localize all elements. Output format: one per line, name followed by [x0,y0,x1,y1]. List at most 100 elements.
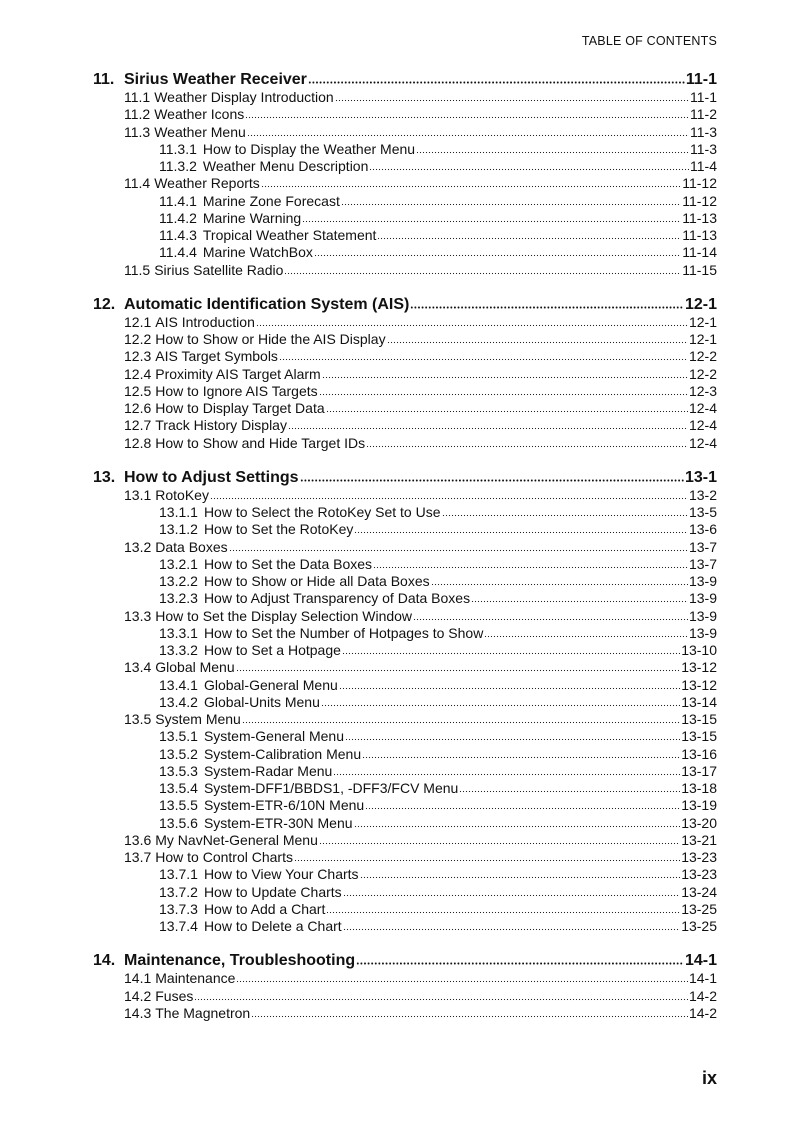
entry-title: System-Calibration Menu [203,745,362,762]
toc-entry[interactable]: 13.3.2 How to Set a Hotpage 13-10 [93,642,717,659]
toc-entry[interactable]: 13.5.5 System-ETR-6/10N Menu 13-19 [93,797,717,814]
dot-leader [209,496,688,500]
toc-entry[interactable]: 11.3.2 Weather Menu Description 11-4 [93,158,717,175]
toc-entry[interactable]: 11.2 Weather Icons 11-2 [93,106,717,123]
toc-entry[interactable]: 12.1 AIS Introduction 12-1 [93,314,717,331]
entry-page: 13-1 [684,468,717,486]
toc-entry[interactable]: 13.5.3 System-Radar Menu 13-17 [93,763,717,780]
toc-entry[interactable]: 13.2.2 How to Show or Hide all Data Boxes… [93,573,717,590]
entry-title: How to Adjust Settings [124,468,299,486]
entry-title: Marine WatchBox [202,244,313,261]
dot-leader [386,341,688,344]
entry-page: 12-4 [688,400,717,416]
toc-entry[interactable]: 14.1 Maintenance 14-1 [93,970,717,987]
entry-number: 13.5.4 [159,780,198,796]
entry-page: 13-24 [681,883,717,900]
toc-entry[interactable]: 11.3 Weather Menu 11-3 [93,124,717,141]
toc-entry[interactable]: 13.7 How to Control Charts 13-23 [93,849,717,866]
toc-entry[interactable]: 13.7.4 How to Delete a Chart 13-25 [93,918,717,935]
toc-entry[interactable]: 11.4.4 Marine WatchBox 11-14 [93,244,717,261]
toc-entry[interactable]: 13.1.2 How to Set the RotoKey 13-6 [93,521,717,538]
toc-entry[interactable]: 12.6 How to Display Target Data 12-4 [93,400,717,417]
toc-entry[interactable]: 11.3.1 How to Display the Weather Menu 11-… [93,141,717,158]
entry-title: How to Set the RotoKey [203,521,354,538]
toc-chapter[interactable]: 13. How to Adjust Settings 13-1 [93,468,717,487]
toc-entry[interactable]: 13.6 My NavNet-General Menu 13-21 [93,832,717,849]
entry-page: 13-9 [688,590,717,607]
toc-entry[interactable]: 13.5.2 System-Calibration Menu 13-16 [93,746,717,763]
entry-number: 12. [93,295,116,313]
toc-entry[interactable]: 13.1 RotoKey 13-2 [93,487,717,504]
toc-chapter[interactable]: 11. Sirius Weather Receiver 11-1 [93,70,717,89]
entry-number: 13.3.2 [159,642,198,658]
toc-entry[interactable]: 12.5 How to Ignore AIS Targets 12-3 [93,383,717,400]
toc-chapter[interactable]: 14. Maintenance, Troubleshooting 14-1 [93,951,717,970]
entry-number: 13.5.3 [159,762,198,779]
entry-title: How to Show and Hide Target IDs [155,434,366,451]
toc-entry[interactable]: 13.7.1 How to View Your Charts 13-23 [93,866,717,883]
entry-title: How to Show or Hide the AIS Display [155,331,386,347]
entry-page: 12-1 [688,331,717,347]
dot-leader [245,116,690,120]
dot-leader [326,910,681,914]
toc-entry[interactable]: 13.5.1 System-General Menu 13-15 [93,728,717,745]
entry-page: 11-2 [690,106,717,123]
dot-leader [313,254,682,258]
entry-title: How to Set a Hotpage [203,642,341,658]
toc-entry[interactable]: 13.7.2 How to Update Charts 13-24 [93,884,717,901]
toc-entry[interactable]: 13.5.4 System-DFF1/BBDS1, -DFF3/FCV Menu 1… [93,780,717,797]
toc-entry[interactable]: 13.4 Global Menu 13-12 [93,659,717,676]
entry-page: 13-9 [688,624,717,641]
toc-entry[interactable]: 14.3 The Magnetron 14-2 [93,1005,717,1022]
entry-page: 13-12 [681,676,717,693]
toc-entry[interactable]: 13.4.2 Global-Units Menu 13-14 [93,694,717,711]
dot-leader [318,841,681,845]
entry-number: 11.2 [124,106,151,123]
entry-number: 12.7 [124,417,152,434]
dot-leader [333,772,681,776]
entry-page: 13-12 [681,659,717,676]
toc-entry[interactable]: 13.2.1 How to Set the Data Boxes 13-7 [93,556,717,573]
toc-entry[interactable]: 13.1.1 How to Select the RotoKey Set to U… [93,504,717,521]
toc-entry[interactable]: 12.7 Track History Display 12-4 [93,417,717,434]
entry-number: 13.3 [124,607,152,624]
toc-entry[interactable]: 14.2 Fuses 14-2 [93,988,717,1005]
entry-number: 13.6 [124,831,152,848]
toc-entry[interactable]: 13.7.3 How to Add a Chart 13-25 [93,901,717,918]
toc-entry[interactable]: 11.5 Sirius Satellite Radio 11-15 [93,262,717,279]
entry-number: 13.7.2 [159,883,198,900]
toc-entry[interactable]: 13.5 System Menu 13-15 [93,711,717,728]
entry-number: 13.1.2 [159,521,198,538]
toc-entry[interactable]: 12.4 Proximity AIS Target Alarm 12-2 [93,366,717,383]
entry-title: Weather Menu [154,123,246,140]
entry-title: System Menu [155,711,241,727]
entry-page: 13-18 [681,780,717,796]
entry-title: Weather Display Introduction [154,89,334,105]
toc-entry[interactable]: 11.4.2 Marine Warning 11-13 [93,210,717,227]
dot-leader [260,185,682,189]
entry-number: 13.2.1 [159,555,198,572]
toc-entry[interactable]: 11.4.3 Tropical Weather Statement 11-13 [93,227,717,244]
dot-leader [366,444,688,448]
toc-chapter[interactable]: 12. Automatic Identification System (AIS)… [93,295,717,314]
toc-entry[interactable]: 12.2 How to Show or Hide the AIS Display 1… [93,331,717,348]
dot-leader [342,893,681,897]
entry-title: Marine Warning [202,209,302,226]
entry-title: How to Add a Chart [203,900,326,917]
entry-number: 12.2 [124,331,152,347]
entry-title: How to Adjust Transparency of Data Boxes [203,590,471,607]
entry-title: How to Set the Data Boxes [203,555,373,572]
toc-entry[interactable]: 13.3.1 How to Set the Number of Hotpages … [93,625,717,642]
toc-entry[interactable]: 13.3 How to Set the Display Selection Win… [93,608,717,625]
toc-entry[interactable]: 11.4.1 Marine Zone Forecast 11-12 [93,193,717,210]
toc-entry[interactable]: 13.4.1 Global-General Menu 13-12 [93,677,717,694]
toc-entry[interactable]: 12.3 AIS Target Symbols 12-2 [93,348,717,365]
toc-entry[interactable]: 11.4 Weather Reports 11-12 [93,175,717,192]
toc-entry[interactable]: 13.5.6 System-ETR-30N Menu 13-20 [93,815,717,832]
entry-page: 13-23 [681,866,717,883]
entry-page: 13-5 [688,504,717,520]
toc-entry[interactable]: 13.2 Data Boxes 13-7 [93,539,717,556]
toc-entry[interactable]: 13.2.3 How to Adjust Transparency of Data… [93,590,717,607]
toc-entry[interactable]: 12.8 How to Show and Hide Target IDs 12-4 [93,435,717,452]
toc-entry[interactable]: 11.1 Weather Display Introduction 11-1 [93,89,717,106]
